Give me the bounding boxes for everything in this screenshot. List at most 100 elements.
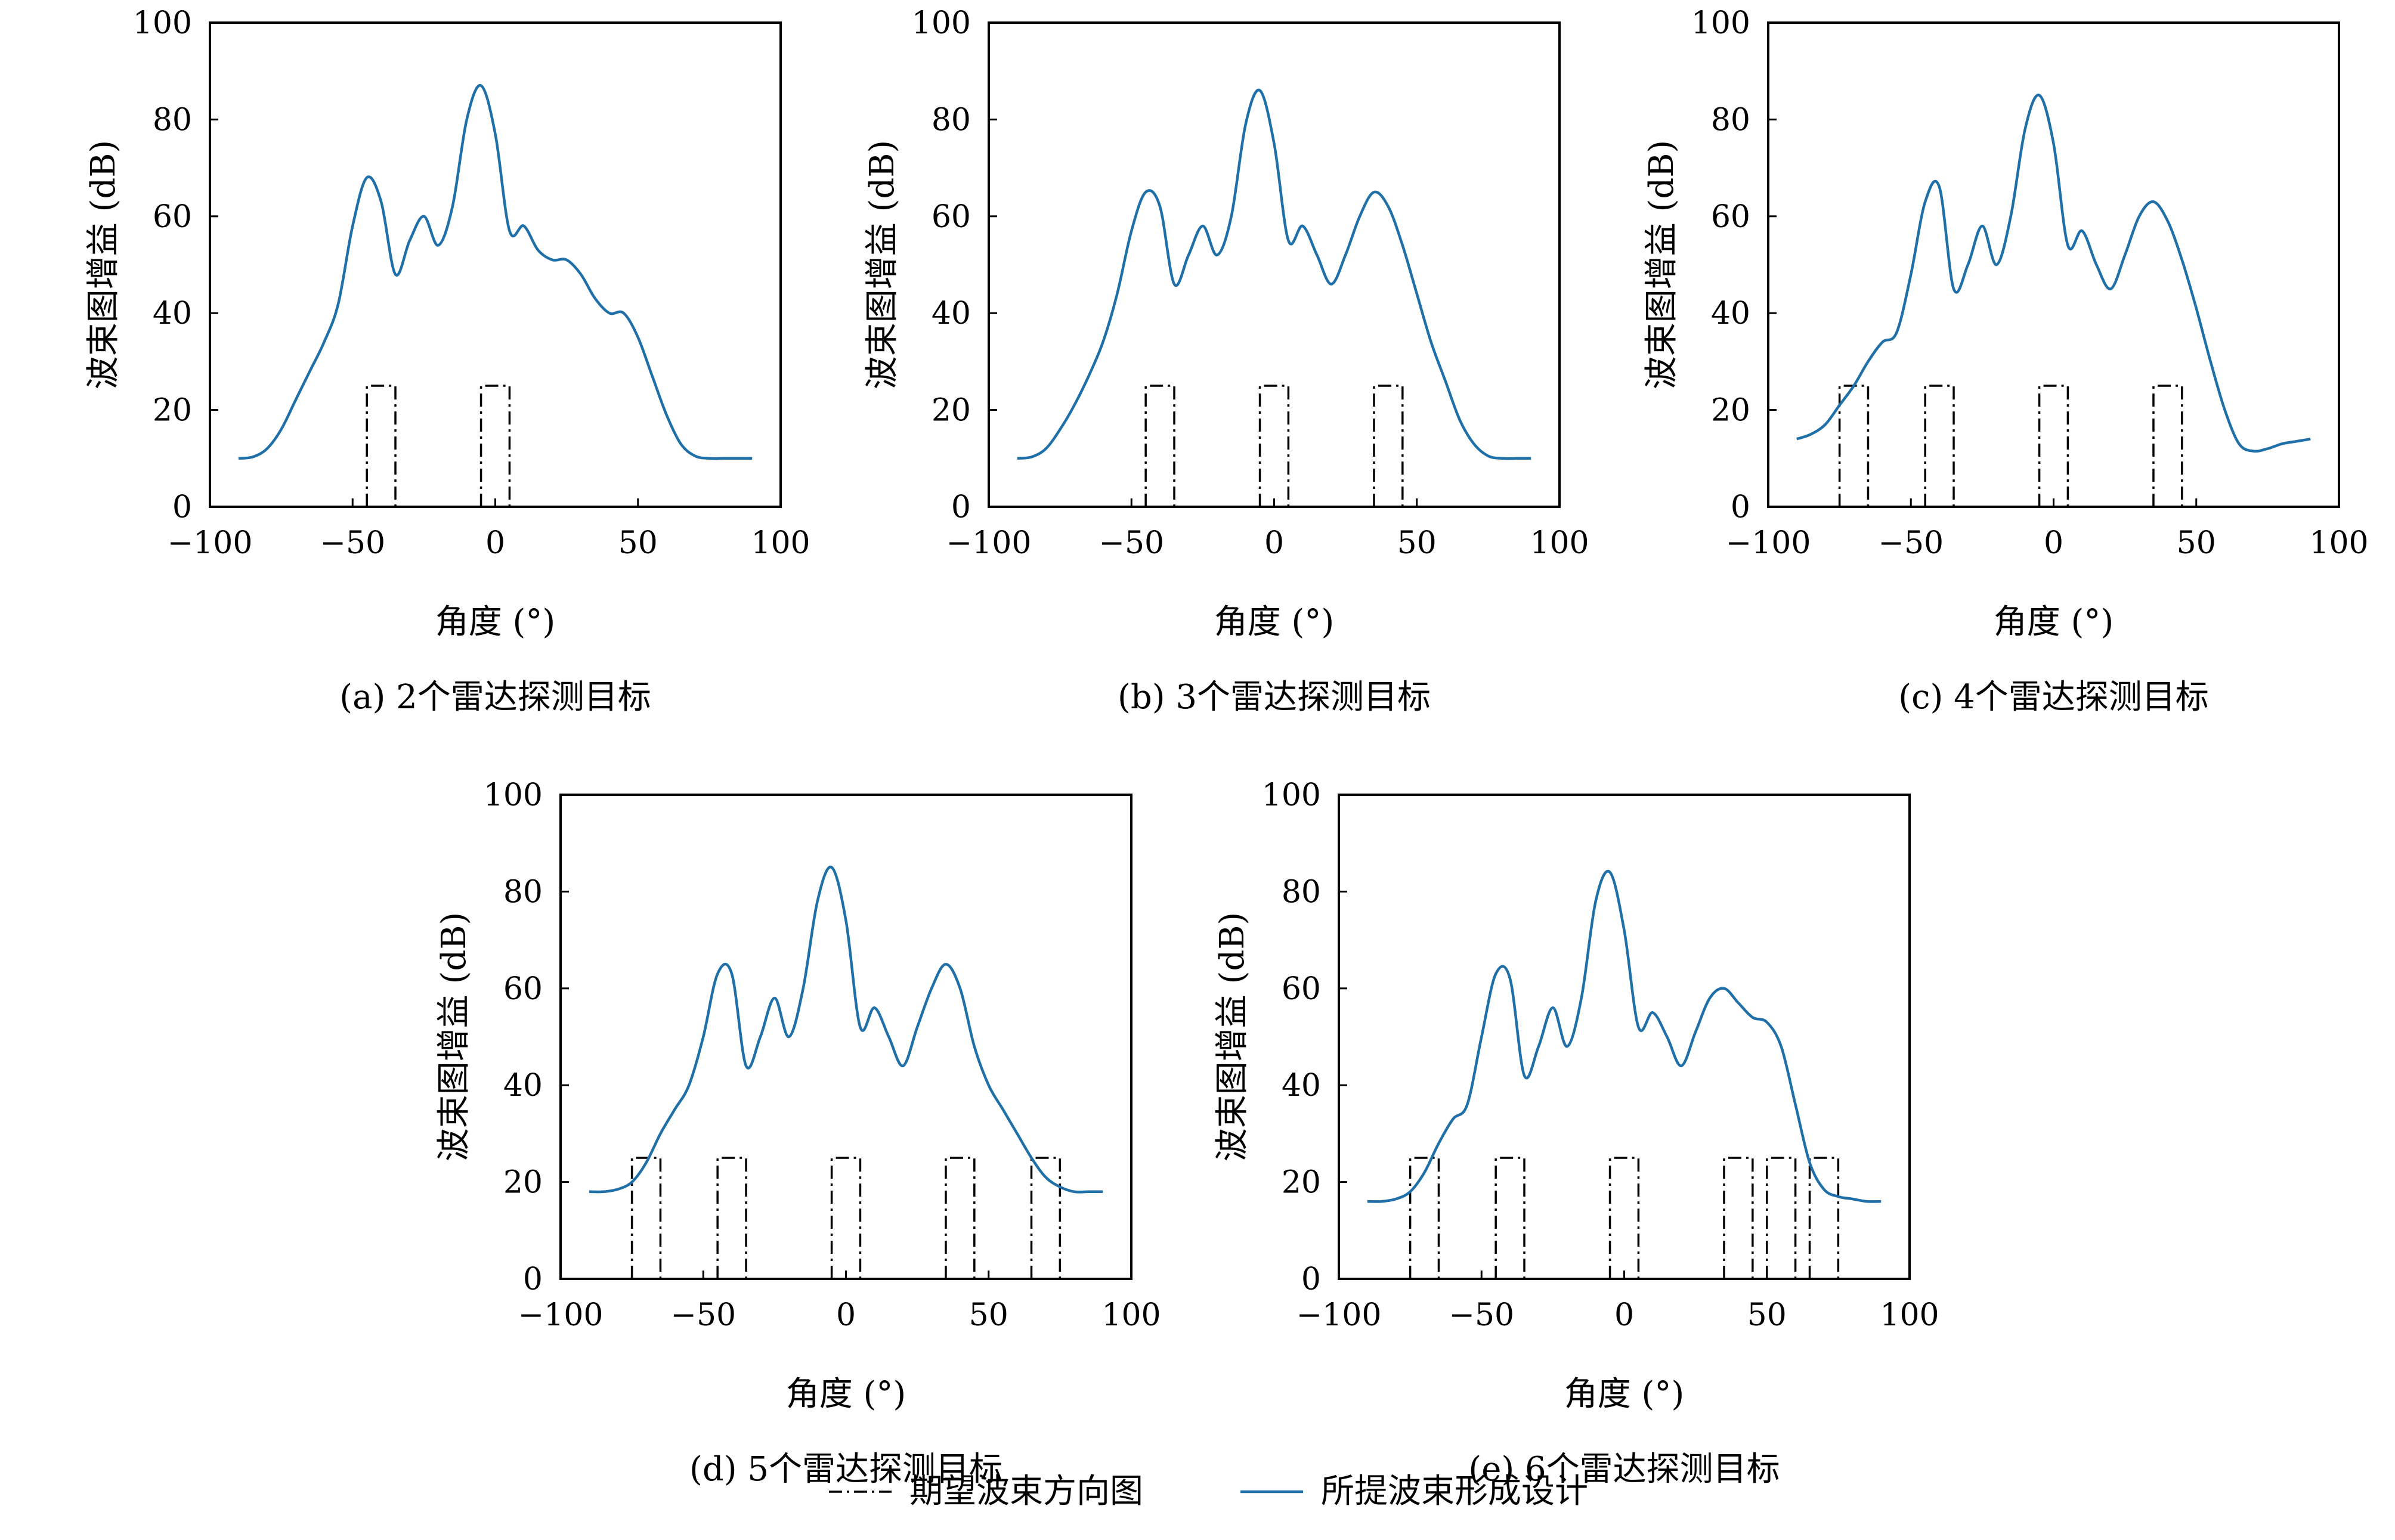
y-tick-label: 20 [503, 1165, 543, 1201]
desired-mainlobe [2038, 385, 2069, 507]
plot-frame [559, 794, 1132, 1280]
y-tick-label: 80 [1282, 874, 1321, 910]
y-axis-label: 波束图增益 (dB) [84, 140, 123, 390]
x-tick-label: 0 [1614, 1297, 1634, 1333]
desired-mainlobe [1838, 385, 1870, 507]
x-axis-label: 角度 (°) [1214, 603, 1335, 642]
y-tick-label: 100 [133, 5, 192, 41]
desired-mainlobe [1766, 1157, 1797, 1279]
x-tick-label: 0 [2044, 525, 2063, 561]
desired-mainlobe [1924, 385, 1955, 507]
desired-mainlobe [479, 385, 511, 507]
desired-mainlobe [1808, 1157, 1840, 1279]
y-tick-label: 40 [1711, 296, 1750, 331]
legend-label-proposed: 所提波束形成设计 [1321, 1472, 1588, 1511]
y-tick-label: 100 [912, 5, 971, 41]
chart-panel-c: −100 −50 0 50 100 0 20 40 60 80 100 角度 (°) 波束图增益 (dB… [1642, 5, 2369, 717]
x-axis-label: 角度 (°) [435, 603, 556, 642]
x-tick-label: −50 [1099, 525, 1164, 561]
desired-mainlobe [1608, 1157, 1640, 1279]
y-axis-label: 波束图增益 (dB) [1642, 140, 1681, 390]
y-tick-label: 60 [932, 199, 971, 235]
chart-panel-a: −100 −50 0 50 100 0 20 40 60 80 100 角度 (°) 波束图增益 (dB… [84, 5, 810, 717]
beam-pattern-line [1367, 870, 1882, 1203]
x-axis-label: 角度 (°) [1564, 1375, 1685, 1414]
x-tick-label: −50 [670, 1297, 736, 1333]
plot-frame [988, 21, 1561, 508]
x-tick-label: −100 [518, 1297, 604, 1333]
y-tick-label: 40 [932, 296, 971, 331]
x-tick-label: −100 [946, 525, 1032, 561]
x-tick-label: 50 [1747, 1297, 1787, 1333]
y-tick-label: 0 [1301, 1262, 1321, 1297]
x-tick-label: 100 [751, 525, 810, 561]
y-tick-label: 80 [153, 102, 192, 138]
plot-frame [1338, 794, 1911, 1280]
y-tick-label: 40 [1282, 1068, 1321, 1104]
y-tick-label: 80 [932, 102, 971, 138]
x-tick-label: 50 [2177, 525, 2216, 561]
x-tick-label: 100 [2309, 525, 2368, 561]
x-tick-label: −50 [320, 525, 385, 561]
beam-pattern-line [589, 865, 1103, 1194]
plot-frame [1767, 21, 2340, 508]
desired-mainlobe [366, 385, 397, 507]
x-tick-label: 50 [618, 525, 658, 561]
desired-mainlobe [945, 1157, 976, 1279]
desired-mainlobe [716, 1157, 747, 1279]
chart-panel-b: −100 −50 0 50 100 0 20 40 60 80 100 角度 (°) 波束图增益 (dB… [863, 5, 1589, 717]
panel-caption: (c) 4个雷达探测目标 [1898, 678, 2209, 717]
y-tick-label: 100 [1691, 5, 1750, 41]
desired-mainlobe [1030, 1157, 1062, 1279]
y-tick-label: 80 [1711, 102, 1750, 138]
x-tick-label: 0 [1264, 525, 1284, 561]
panel-caption: (d) 5个雷达探测目标 [689, 1450, 1002, 1489]
x-tick-label: −100 [1296, 1297, 1382, 1333]
y-tick-label: 0 [951, 489, 971, 525]
x-tick-label: 100 [1101, 1297, 1161, 1333]
y-tick-label: 60 [503, 971, 543, 1007]
y-tick-label: 20 [932, 393, 971, 429]
y-tick-label: 40 [153, 296, 192, 331]
x-tick-label: −100 [168, 525, 253, 561]
chart-panel-e: −100 −50 0 50 100 0 20 40 60 80 100 角度 (°) 波束图增益 (dB… [1213, 777, 1939, 1489]
desired-mainlobe [1409, 1157, 1440, 1279]
desired-mainlobe [830, 1157, 862, 1279]
chart-panel-d: −100 −50 0 50 100 0 20 40 60 80 100 角度 (°) 波束图增益 (dB… [435, 777, 1161, 1489]
desired-mainlobe [1373, 385, 1404, 507]
x-tick-label: 50 [1397, 525, 1437, 561]
panel-caption: (a) 2个雷达探测目标 [339, 678, 651, 717]
x-tick-label: 50 [969, 1297, 1008, 1333]
x-tick-label: 100 [1530, 525, 1589, 561]
desired-mainlobe [1723, 1157, 1754, 1279]
x-tick-label: 0 [485, 525, 505, 561]
y-tick-label: 0 [172, 489, 192, 525]
legend-label-desired: 期望波束方向图 [909, 1472, 1143, 1511]
x-tick-label: −50 [1449, 1297, 1514, 1333]
y-tick-label: 80 [503, 874, 543, 910]
y-tick-label: 0 [1731, 489, 1750, 525]
x-tick-label: −100 [1726, 525, 1811, 561]
desired-mainlobe [1258, 385, 1290, 507]
y-tick-label: 40 [503, 1068, 543, 1104]
x-axis-label: 角度 (°) [786, 1375, 906, 1414]
beam-pattern-line [1017, 88, 1531, 460]
x-tick-label: 100 [1880, 1297, 1939, 1333]
desired-mainlobe [1144, 385, 1175, 507]
legend: 期望波束方向图 所提波束形成设计 [829, 1472, 1588, 1511]
beam-pattern-line [238, 84, 753, 460]
x-axis-label: 角度 (°) [1994, 603, 2114, 642]
y-tick-label: 100 [484, 777, 543, 813]
x-tick-label: 0 [836, 1297, 856, 1333]
y-tick-label: 60 [1282, 971, 1321, 1007]
y-tick-label: 20 [1282, 1165, 1321, 1201]
y-tick-label: 0 [523, 1262, 543, 1297]
y-tick-label: 60 [1711, 199, 1750, 235]
y-axis-label: 波束图增益 (dB) [435, 912, 474, 1162]
y-axis-label: 波束图增益 (dB) [1213, 912, 1252, 1162]
y-tick-label: 60 [153, 199, 192, 235]
desired-mainlobe [1494, 1157, 1526, 1279]
x-tick-label: −50 [1878, 525, 1944, 561]
desired-mainlobe [630, 1157, 662, 1279]
